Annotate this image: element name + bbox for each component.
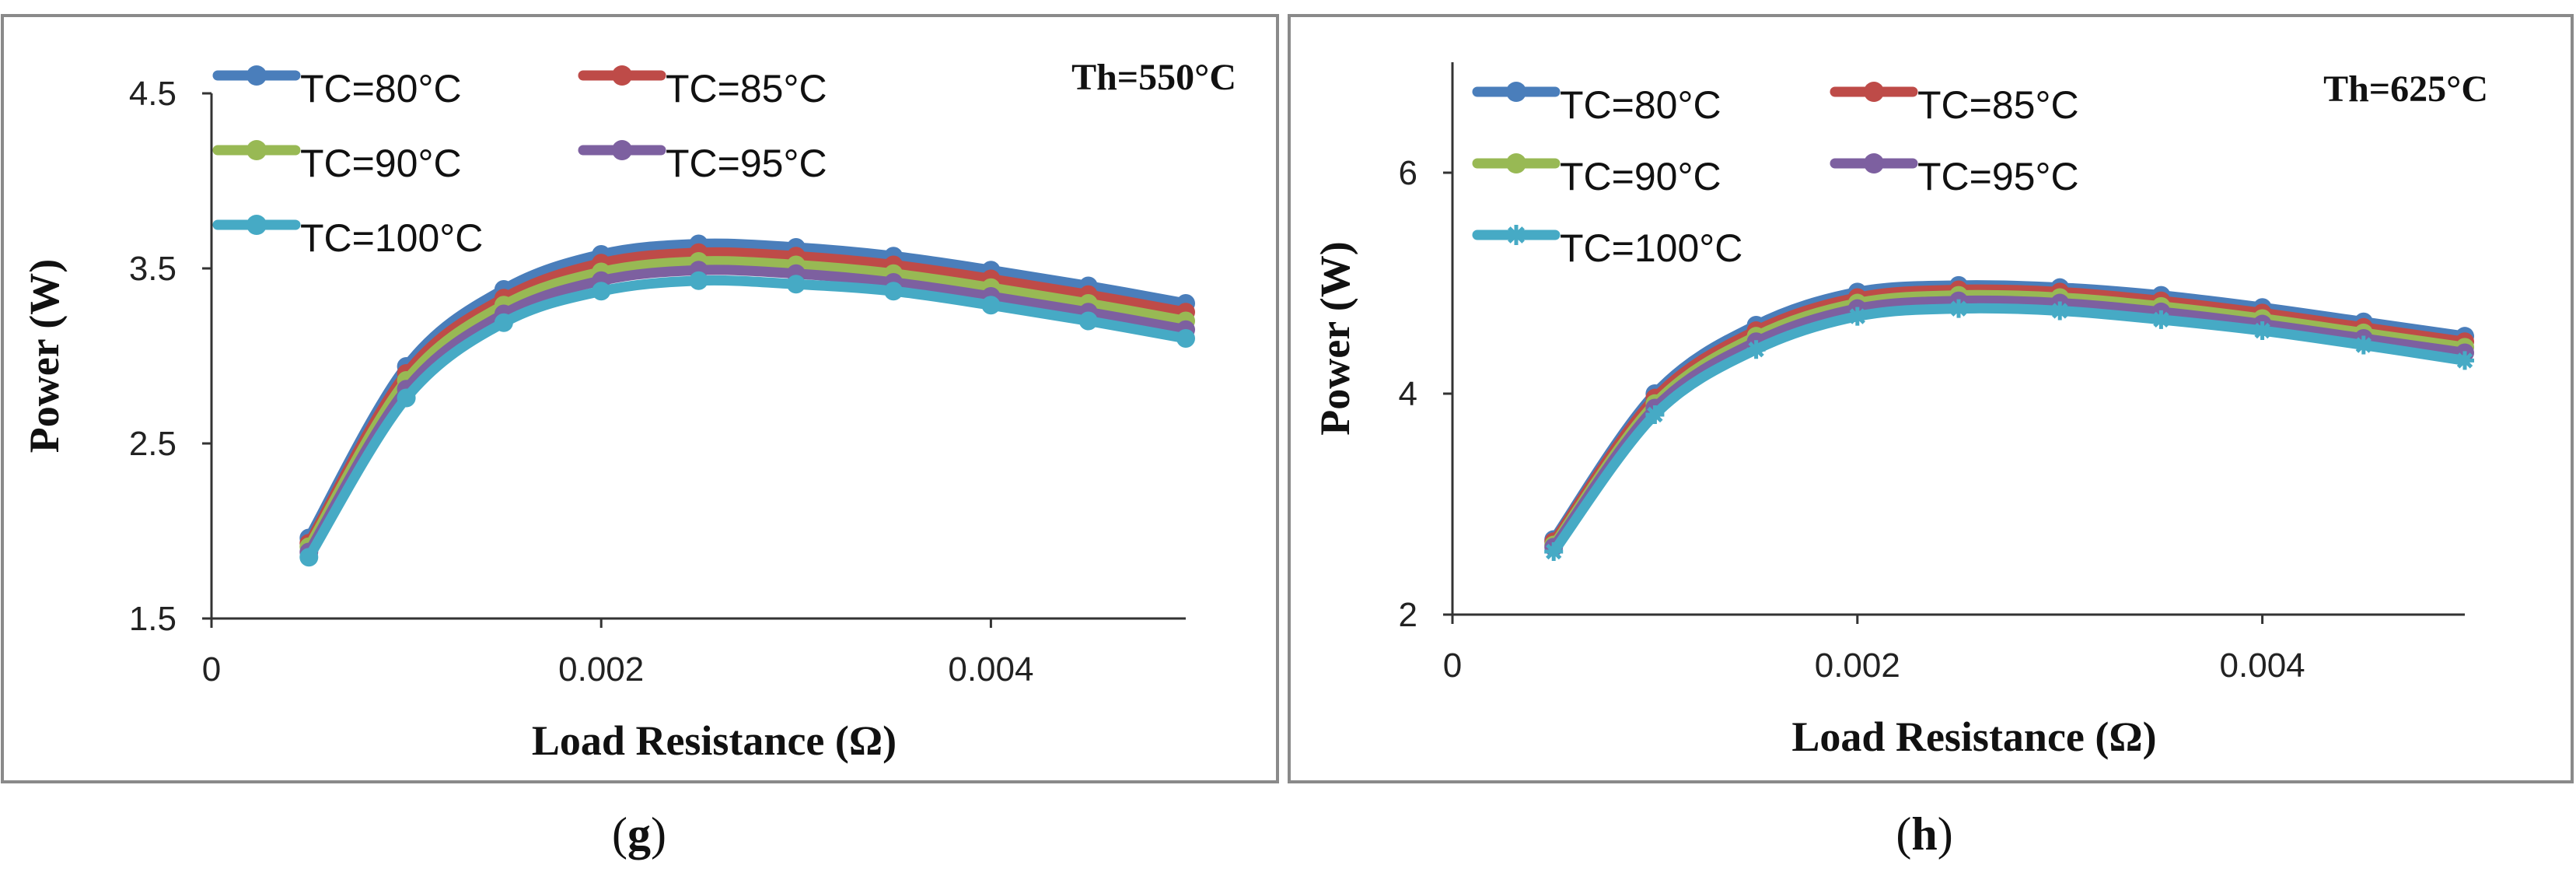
y-axis-title: Power (W) xyxy=(21,259,68,453)
legend-label: TC=85°C xyxy=(1917,83,2079,127)
panel-caption-g-letter: g xyxy=(627,808,651,860)
annotation-th: Th=550°C xyxy=(1071,57,1236,98)
legend-label: TC=85°C xyxy=(666,67,827,110)
chart-panel-h: 2 4 6 0 0.002 0.004 Load Resistance (Ω) Power (… xyxy=(1312,62,2488,760)
chart-panel-g: 1.5 2.5 3.5 4.5 0 0.002 0.004 Load Resistance (… xyxy=(21,57,1236,764)
panel-caption-h: (h) xyxy=(1896,808,1952,860)
legend-swatch-marker xyxy=(246,140,267,160)
data-point xyxy=(299,548,319,567)
x-tick-label: 0 xyxy=(202,650,221,689)
legend-swatch-marker xyxy=(1506,82,1526,102)
panel-caption-h-letter: h xyxy=(1911,808,1937,860)
y-axis-title: Power (W) xyxy=(1312,241,1358,435)
data-point xyxy=(1544,542,1564,562)
y-tick-label: 6 xyxy=(1399,154,1417,192)
legend-label: TC=100°C xyxy=(1560,226,1742,270)
panel-g-frame xyxy=(1,14,1279,783)
y-tick-label: 1.5 xyxy=(129,600,177,638)
series-line xyxy=(303,238,1191,543)
data-point xyxy=(2253,321,2272,341)
x-tick-label: 0 xyxy=(1443,646,1462,685)
series-line xyxy=(303,265,1191,557)
legend-label: TC=80°C xyxy=(1560,83,1721,127)
legend-swatch-marker xyxy=(246,65,267,86)
data-point xyxy=(494,313,513,332)
x-tick-label: 0.004 xyxy=(948,650,1033,689)
data-point xyxy=(1949,299,1968,318)
data-point xyxy=(1176,329,1195,348)
data-point xyxy=(786,275,806,294)
legend-swatch-marker xyxy=(612,65,632,86)
legend-label: TC=90°C xyxy=(300,142,462,185)
y-tick-label: 2 xyxy=(1399,596,1417,634)
data-point xyxy=(884,282,904,301)
y-tick-label: 4 xyxy=(1399,375,1417,413)
x-tick-label: 0.004 xyxy=(2220,646,2305,685)
data-point xyxy=(2455,351,2474,370)
legend-swatch-marker xyxy=(1864,153,1884,173)
data-point xyxy=(2354,335,2373,355)
x-tick-label: 0.002 xyxy=(558,650,644,689)
panel-caption-g: (g) xyxy=(612,808,666,860)
data-point xyxy=(981,296,1001,315)
legend-label: TC=90°C xyxy=(1560,155,1721,198)
legend-label: TC=80°C xyxy=(300,67,462,110)
legend-label: TC=95°C xyxy=(666,142,827,185)
legend-swatch-marker xyxy=(1864,82,1884,102)
x-axis-title: Load Resistance (Ω) xyxy=(532,717,897,764)
data-point xyxy=(592,282,611,301)
annotation-th: Th=625°C xyxy=(2323,68,2488,110)
x-axis-title: Load Resistance (Ω) xyxy=(1791,713,2156,760)
series-line xyxy=(303,275,1191,562)
data-point xyxy=(1645,405,1665,424)
data-point xyxy=(1847,307,1867,326)
data-point xyxy=(2050,301,2070,321)
y-tick-label: 3.5 xyxy=(129,250,177,288)
series-line xyxy=(1548,295,2470,552)
legend-swatch-marker xyxy=(1506,153,1526,173)
legend-swatch-marker xyxy=(612,140,632,160)
series-line xyxy=(303,256,1191,552)
data-point xyxy=(1746,340,1766,359)
y-tick-label: 4.5 xyxy=(129,75,177,113)
legend-swatch-marker xyxy=(1506,225,1526,245)
data-point xyxy=(2151,310,2171,329)
series-line xyxy=(303,247,1191,548)
data-point xyxy=(1078,311,1098,331)
series-line xyxy=(1548,303,2470,557)
legend-swatch-marker xyxy=(246,215,267,235)
panel-h-frame xyxy=(1288,14,2574,783)
legend-label: TC=95°C xyxy=(1917,155,2079,198)
x-tick-label: 0.002 xyxy=(1815,646,1900,685)
data-point xyxy=(397,388,416,408)
data-point xyxy=(689,271,708,290)
y-tick-label: 2.5 xyxy=(129,425,177,463)
legend-label: TC=100°C xyxy=(300,216,483,260)
